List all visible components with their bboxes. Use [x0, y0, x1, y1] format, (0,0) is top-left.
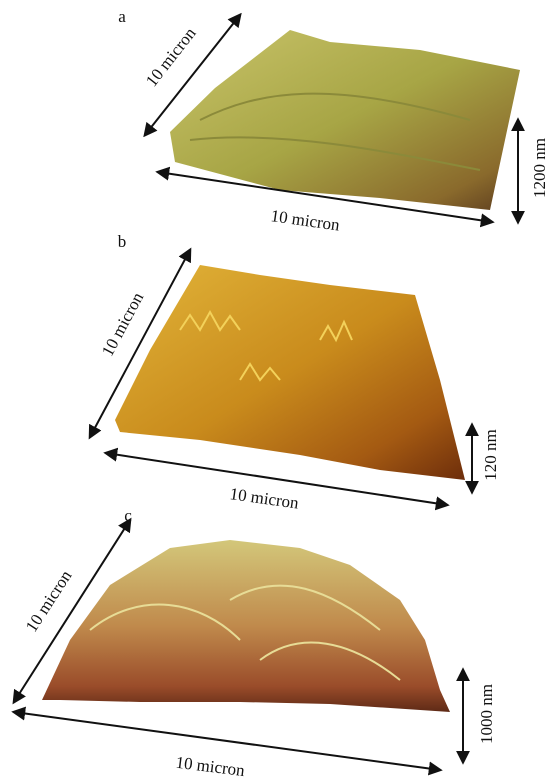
width-axis-label: 10 micron — [270, 206, 342, 235]
depth-axis-label: 10 micron — [98, 289, 148, 360]
height-axis-label: 1000 nm — [477, 684, 496, 744]
width-arrow — [155, 166, 495, 228]
panel-label: c — [124, 506, 132, 525]
depth-arrow — [88, 247, 192, 440]
width-arrow — [103, 447, 450, 511]
surface — [42, 540, 450, 712]
depth-arrow — [143, 12, 242, 138]
panel-c: c 10 micron 10 micron 1000 nm — [11, 506, 496, 780]
panel-a: a 10 micron 10 micron 1200 nm — [118, 7, 549, 235]
depth-arrow — [12, 517, 132, 705]
panel-label: a — [118, 7, 126, 26]
width-axis-label: 10 micron — [229, 484, 301, 513]
width-axis-label: 10 micron — [175, 753, 247, 780]
surface — [115, 265, 465, 480]
surface — [170, 30, 520, 210]
depth-axis-label: 10 micron — [142, 23, 200, 90]
height-axis-label: 1200 nm — [530, 138, 549, 198]
depth-axis-label: 10 micron — [22, 566, 76, 635]
height-axis-label: 120 nm — [481, 429, 500, 480]
panel-b: b 10 micron 10 micron 120 nm — [88, 232, 500, 513]
width-arrow — [11, 706, 443, 776]
panel-label: b — [118, 232, 127, 251]
